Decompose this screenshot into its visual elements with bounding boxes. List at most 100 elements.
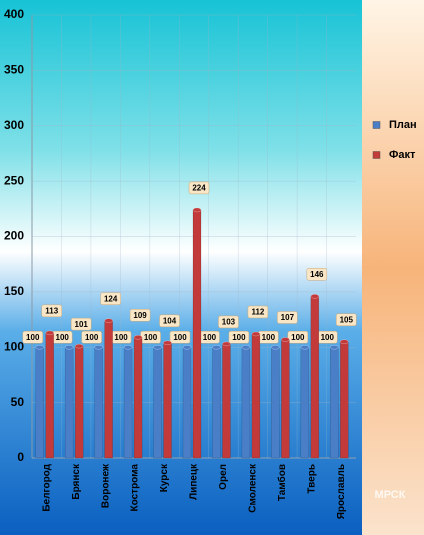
data-label-box xyxy=(218,315,239,329)
legend-background xyxy=(362,0,424,535)
bar-cap xyxy=(281,337,290,342)
data-label: 224 xyxy=(192,184,206,193)
bar xyxy=(271,347,280,459)
bar-cap xyxy=(45,330,54,336)
bar xyxy=(133,337,143,459)
data-label: 146 xyxy=(310,270,324,279)
x-tick-label: Ярославль xyxy=(336,464,347,519)
bar xyxy=(182,347,192,459)
data-label-box xyxy=(228,331,250,344)
bar-cap xyxy=(222,341,231,347)
y-tick-label: 200 xyxy=(4,229,24,243)
x-tick-label: Тамбов xyxy=(276,464,288,501)
bar xyxy=(74,345,84,459)
data-label: 109 xyxy=(133,311,147,320)
bar-cap xyxy=(251,331,261,337)
bar xyxy=(222,343,231,459)
bar-cap xyxy=(241,345,251,350)
data-label: 112 xyxy=(251,308,264,317)
x-tick-label: Воронеж xyxy=(100,463,111,508)
x-tick-label: Смоленск xyxy=(248,463,259,513)
data-label-box xyxy=(247,305,269,319)
bar xyxy=(241,347,251,459)
bar xyxy=(212,347,221,459)
y-tick-label: 50 xyxy=(11,395,25,409)
bar-cap xyxy=(300,345,310,350)
x-tick-label: Тверь xyxy=(306,464,317,494)
data-label: 100 xyxy=(232,333,246,342)
data-label: 101 xyxy=(75,320,89,329)
data-label: 100 xyxy=(85,333,99,342)
data-label: 104 xyxy=(163,316,177,325)
y-tick-label: 300 xyxy=(4,118,24,132)
bar-cap xyxy=(212,345,221,350)
data-label: 100 xyxy=(291,333,305,342)
bar-cap xyxy=(271,345,280,350)
data-label: 113 xyxy=(45,306,58,315)
data-label-box xyxy=(22,331,43,344)
x-tick-label: Орел xyxy=(218,464,229,490)
data-label-box xyxy=(41,304,62,318)
x-tick-label: Белгород xyxy=(41,463,52,511)
data-label-box xyxy=(306,268,328,281)
legend-marker xyxy=(372,121,381,129)
bar xyxy=(330,347,339,459)
bar xyxy=(340,341,349,459)
bar-cap xyxy=(340,339,349,344)
y-tick-label: 350 xyxy=(4,63,24,77)
bar-cap xyxy=(330,345,339,350)
bar-cap xyxy=(153,345,162,350)
bar xyxy=(153,347,162,459)
bar-cap xyxy=(64,345,74,350)
bar xyxy=(300,347,310,459)
data-label-box xyxy=(81,331,102,344)
data-label-box xyxy=(188,181,210,195)
bar xyxy=(310,296,320,459)
data-label: 100 xyxy=(56,333,70,342)
bar-cap xyxy=(35,345,44,350)
bar-cap xyxy=(94,345,103,350)
y-tick-label: 150 xyxy=(4,284,24,298)
data-label: 103 xyxy=(222,318,236,327)
data-label-box xyxy=(159,314,180,328)
bar xyxy=(251,333,261,459)
plot: 0 50 100 150 200 250 300 350 400 Белгород Брянск Во… xyxy=(4,7,357,519)
x-tick-label: Кострома xyxy=(130,464,141,512)
logo: МРСК xyxy=(375,489,406,501)
y-tick-label: 400 xyxy=(4,7,24,21)
bar xyxy=(64,347,74,459)
bar xyxy=(104,320,113,459)
x-tick-label: Брянск xyxy=(71,463,82,500)
data-label: 100 xyxy=(321,333,335,342)
data-label-box xyxy=(129,309,151,322)
bar-cap xyxy=(192,207,202,213)
data-label: 100 xyxy=(26,333,40,342)
data-label-box xyxy=(70,317,92,331)
bar xyxy=(94,347,103,459)
bar xyxy=(35,347,44,459)
bar-cap xyxy=(123,345,133,350)
bar-cap xyxy=(163,340,172,346)
data-label: 100 xyxy=(144,333,158,342)
data-label-box xyxy=(277,311,298,324)
bar-cap xyxy=(74,343,84,349)
data-label: 105 xyxy=(340,315,354,324)
bar xyxy=(123,347,133,459)
bar xyxy=(163,342,172,459)
data-label: 107 xyxy=(281,313,295,322)
data-label-box xyxy=(287,331,309,344)
x-tick-label: Курск xyxy=(159,463,170,492)
bar xyxy=(45,332,54,459)
y-tick-label: 0 xyxy=(17,450,24,464)
data-label: 100 xyxy=(262,333,276,342)
bar xyxy=(192,209,202,459)
legend-marker xyxy=(372,151,381,159)
data-label-box xyxy=(169,331,191,344)
data-label: 100 xyxy=(203,333,217,342)
y-tick-label: 100 xyxy=(4,339,24,353)
x-tick-label: Липецк xyxy=(189,463,200,500)
legend-label: Факт xyxy=(389,149,416,161)
bar-cap xyxy=(310,294,320,299)
data-label: 100 xyxy=(114,333,128,342)
